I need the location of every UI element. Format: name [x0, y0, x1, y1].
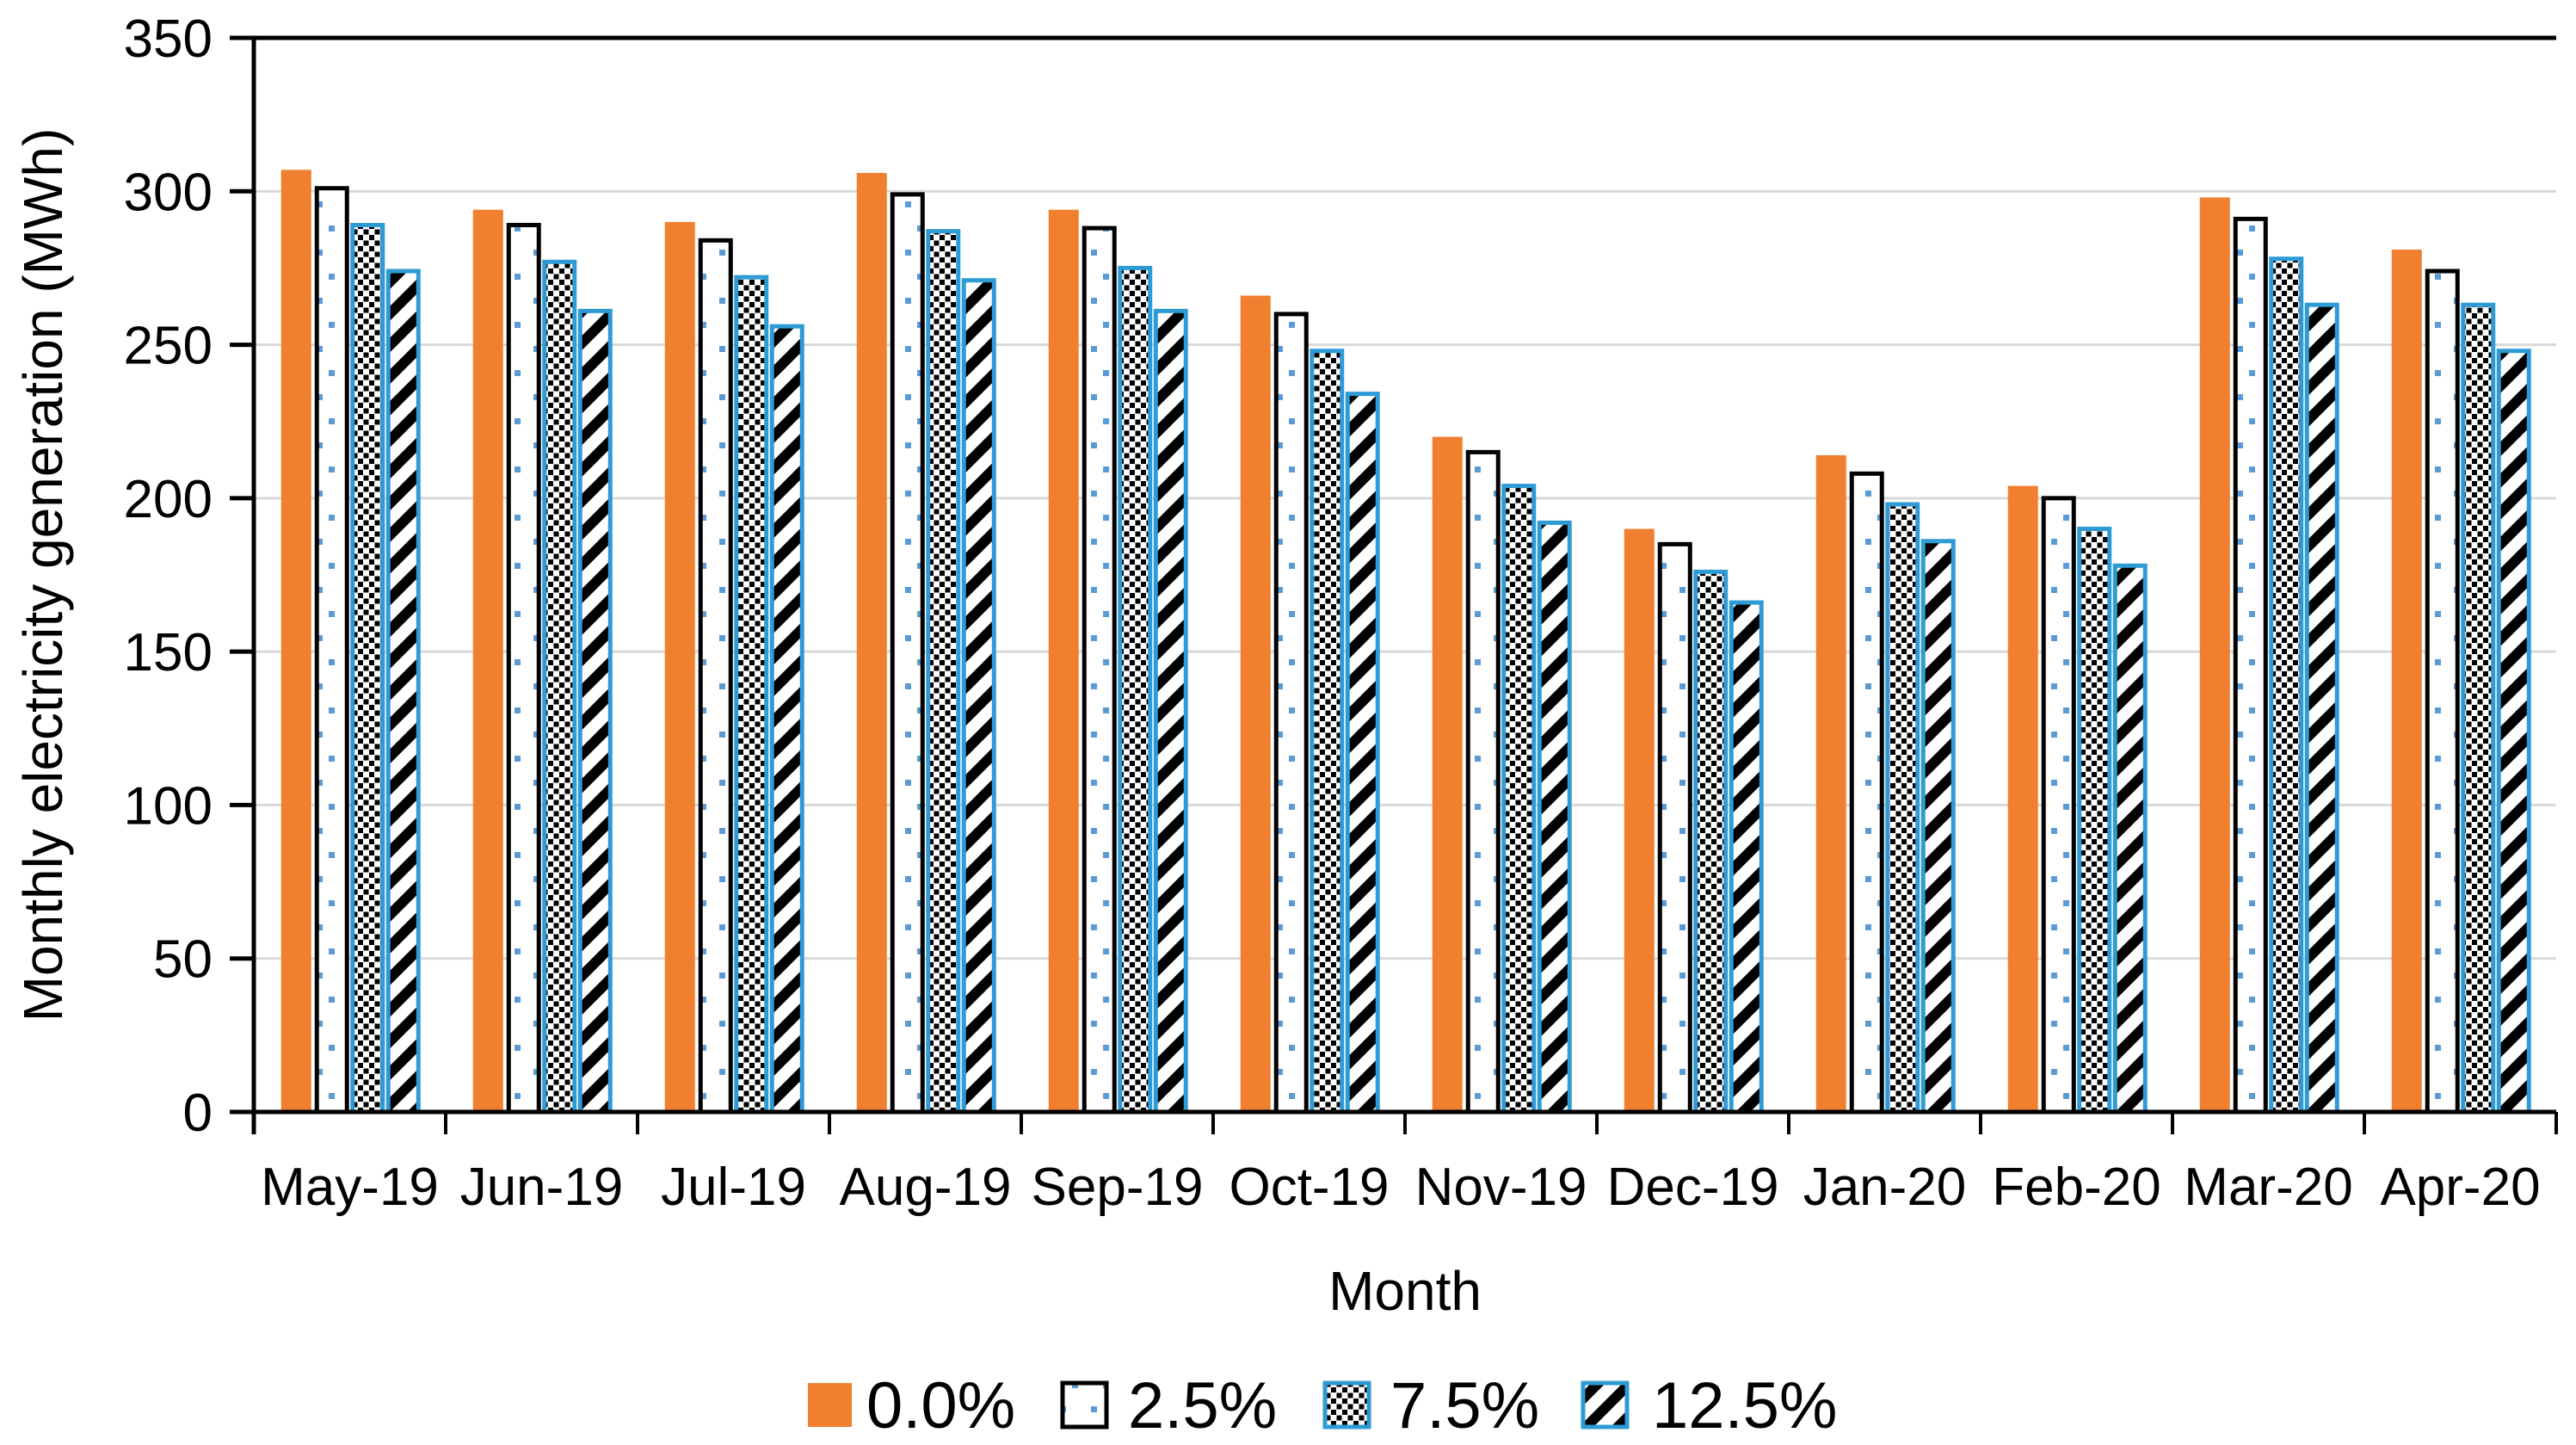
bar [2391, 250, 2422, 1112]
axis-titles: Month Monthly electricity generation (MWh… [12, 128, 1482, 1322]
y-tick-label: 200 [124, 470, 213, 529]
bar [856, 172, 887, 1112]
legend-label: 12.5% [1652, 1369, 1838, 1442]
legend-swatch [1322, 1380, 1371, 1430]
legend-item-0.0pct: 0.0% [808, 1369, 1015, 1442]
x-tick-label: Aug-19 [840, 1158, 1012, 1217]
bar [2425, 269, 2460, 1115]
bar [577, 308, 613, 1115]
legend-swatch [808, 1383, 852, 1427]
legend-label: 2.5% [1128, 1369, 1277, 1442]
bar [1310, 349, 1345, 1115]
bar [1273, 312, 1309, 1115]
y-tick-label: 100 [124, 776, 213, 836]
legend-swatch [1581, 1380, 1630, 1430]
x-tick-label: Nov-19 [1415, 1158, 1587, 1217]
bar [1624, 528, 1655, 1112]
bar [2496, 349, 2531, 1115]
bar-series-group [280, 170, 2531, 1115]
x-tick-label: Jul-19 [661, 1158, 806, 1217]
x-tick-label: Dec-19 [1607, 1158, 1779, 1217]
series-0.0pct [280, 170, 2422, 1113]
bar [1729, 600, 1764, 1115]
bar [2041, 496, 2076, 1115]
bar [734, 275, 769, 1115]
bar [385, 269, 421, 1115]
bar [1657, 541, 1692, 1115]
bar [1465, 449, 1501, 1115]
bar [890, 192, 925, 1115]
legend-item-2.5pct: 2.5% [1060, 1369, 1277, 1442]
legend-swatch [1060, 1380, 1109, 1430]
x-axis-title: Month [1328, 1260, 1482, 1322]
bar [1885, 502, 1920, 1115]
bar [1815, 454, 1846, 1112]
x-tick-label: Sep-19 [1032, 1158, 1204, 1217]
y-tick-label: 50 [153, 930, 213, 990]
bar [2077, 527, 2112, 1115]
bar [1920, 539, 1956, 1115]
bar [664, 221, 695, 1112]
bar [2304, 302, 2339, 1115]
bar [2269, 256, 2304, 1115]
x-tick-label: Feb-20 [1992, 1158, 2160, 1217]
legend: 0.0% 2.5% 7.5% 12.5% [808, 1369, 1838, 1442]
bar [1082, 225, 1117, 1115]
legend-item-12.5pct: 12.5% [1581, 1369, 1838, 1442]
bar [1849, 471, 1884, 1115]
y-tick-label: 300 [124, 163, 213, 222]
bar [1345, 392, 1380, 1115]
bar [1048, 209, 1079, 1113]
gridlines [254, 189, 2556, 960]
bar [1693, 569, 1729, 1115]
legend-label: 0.0% [866, 1369, 1015, 1442]
bar [2112, 563, 2148, 1115]
bar [1432, 436, 1463, 1112]
x-tick-labels: May-19 Jun-19 Jul-19 Aug-19 Sep-19 Oct-19 Nov-… [261, 1158, 2540, 1217]
bar [926, 229, 961, 1115]
series-7.5pct [350, 223, 2496, 1115]
bar [698, 238, 733, 1115]
bar [1537, 520, 1572, 1115]
legend-item-7.5pct: 7.5% [1322, 1369, 1539, 1442]
x-tick-label: Oct-19 [1229, 1158, 1389, 1217]
bar [2199, 197, 2230, 1113]
bar [2461, 302, 2496, 1115]
axes [230, 35, 2558, 1134]
y-tick-label: 0 [183, 1084, 213, 1143]
bar [542, 259, 577, 1115]
bar [961, 278, 996, 1115]
bar [2233, 216, 2268, 1115]
y-axis-title: Monthly electricity generation (MWh) [12, 128, 74, 1022]
x-tick-label: Jan-20 [1803, 1158, 1967, 1217]
x-tick-label: Mar-20 [2184, 1158, 2352, 1217]
bar [1153, 308, 1188, 1115]
legend-label: 7.5% [1390, 1369, 1539, 1442]
bar [769, 324, 804, 1115]
bar [1240, 295, 1271, 1112]
bar [350, 223, 385, 1115]
series-12.5pct [385, 269, 2531, 1115]
x-tick-label: Jun-19 [460, 1158, 624, 1217]
bar [1118, 265, 1153, 1115]
x-tick-label: Apr-20 [2380, 1158, 2540, 1217]
y-tick-label: 150 [124, 623, 213, 682]
bar [506, 223, 541, 1115]
bar [2007, 485, 2038, 1112]
x-tick-label: May-19 [261, 1158, 439, 1217]
bar [472, 209, 503, 1113]
y-tick-labels: 0 50 100 150 200 250 300 350 [124, 9, 213, 1143]
y-tick-label: 350 [124, 9, 213, 69]
series-2.5pct [314, 186, 2460, 1115]
y-tick-label: 250 [124, 317, 213, 376]
bar [1501, 484, 1537, 1115]
bar [280, 170, 311, 1113]
bar [314, 186, 349, 1115]
